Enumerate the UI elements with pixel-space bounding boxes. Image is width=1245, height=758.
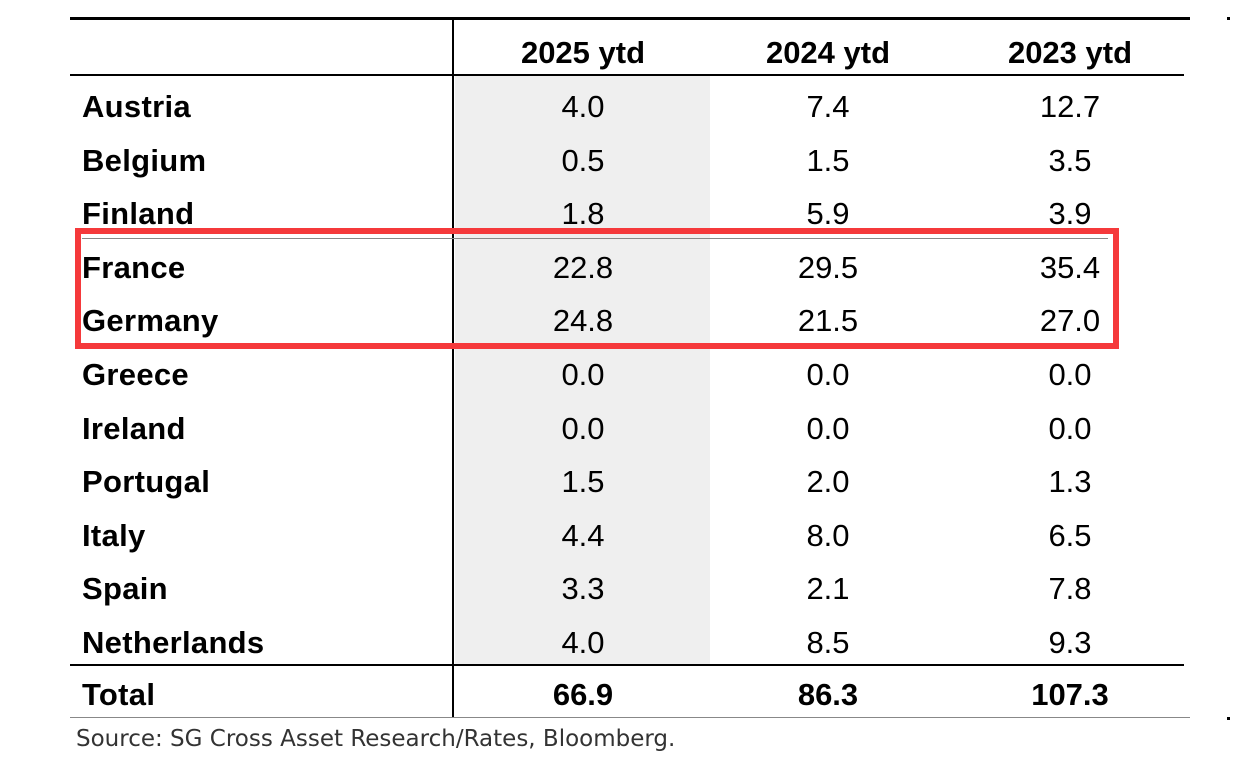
cell-2023-spain: 7.8	[1048, 571, 1092, 606]
cell-2023-belgium: 3.5	[1048, 143, 1092, 178]
cell-2023-italy: 6.5	[1048, 518, 1092, 553]
cell-2024-italy: 8.0	[806, 518, 850, 553]
cell-2025-belgium: 0.5	[561, 143, 605, 178]
top-rule	[70, 17, 1190, 20]
corner-mark-bottom	[1227, 717, 1230, 720]
row-label-france: France	[82, 250, 186, 285]
row-label-netherlands: Netherlands	[82, 625, 265, 660]
cell-2023-finland: 3.9	[1048, 196, 1092, 231]
header-2025: 2025 ytd	[520, 35, 646, 70]
highlight-inner-rule	[82, 238, 1108, 239]
cell-2024-finland: 5.9	[806, 196, 850, 231]
cell-2025-france: 22.8	[552, 250, 614, 285]
cell-2025-finland: 1.8	[561, 196, 605, 231]
highlight-box-france-germany	[75, 228, 1119, 349]
row-label-finland: Finland	[82, 196, 195, 231]
total-2024: 86.3	[797, 677, 859, 712]
cell-2023-greece: 0.0	[1048, 357, 1092, 392]
header-2023: 2023 ytd	[1007, 35, 1133, 70]
cell-2025-austria: 4.0	[561, 89, 605, 124]
cell-2025-germany: 24.8	[552, 303, 614, 338]
cell-2023-portugal: 1.3	[1048, 464, 1092, 499]
cell-2024-spain: 2.1	[806, 571, 850, 606]
row-label-italy: Italy	[82, 518, 146, 553]
cell-2024-ireland: 0.0	[806, 411, 850, 446]
bottom-rule	[70, 717, 1190, 718]
row-label-greece: Greece	[82, 357, 189, 392]
total-label: Total	[82, 677, 156, 712]
cell-2025-netherlands: 4.0	[561, 625, 605, 660]
total-2025: 66.9	[552, 677, 614, 712]
cell-2025-italy: 4.4	[561, 518, 605, 553]
row-label-spain: Spain	[82, 571, 168, 606]
row-label-ireland: Ireland	[82, 411, 186, 446]
cell-2024-greece: 0.0	[806, 357, 850, 392]
label-divider	[452, 20, 454, 717]
cell-2024-netherlands: 8.5	[806, 625, 850, 660]
shaded-column-2025	[455, 76, 710, 664]
row-label-germany: Germany	[82, 303, 219, 338]
cell-2025-spain: 3.3	[561, 571, 605, 606]
cell-2023-ireland: 0.0	[1048, 411, 1092, 446]
cell-2025-greece: 0.0	[561, 357, 605, 392]
cell-2024-belgium: 1.5	[806, 143, 850, 178]
row-label-austria: Austria	[82, 89, 191, 124]
corner-mark-top	[1227, 17, 1230, 20]
header-rule	[70, 74, 1184, 76]
header-2024: 2024 ytd	[765, 35, 891, 70]
total-2023: 107.3	[1031, 677, 1109, 712]
total-rule	[70, 664, 1184, 666]
cell-2024-austria: 7.4	[806, 89, 850, 124]
cell-2023-germany: 27.0	[1039, 303, 1101, 338]
cell-2025-portugal: 1.5	[561, 464, 605, 499]
cell-2024-germany: 21.5	[797, 303, 859, 338]
row-label-portugal: Portugal	[82, 464, 211, 499]
row-label-belgium: Belgium	[82, 143, 207, 178]
cell-2024-portugal: 2.0	[806, 464, 850, 499]
source-note: Source: SG Cross Asset Research/Rates, B…	[76, 726, 676, 752]
cell-2024-france: 29.5	[797, 250, 859, 285]
cell-2023-netherlands: 9.3	[1048, 625, 1092, 660]
cell-2023-austria: 12.7	[1039, 89, 1101, 124]
cell-2023-france: 35.4	[1039, 250, 1101, 285]
cell-2025-ireland: 0.0	[561, 411, 605, 446]
